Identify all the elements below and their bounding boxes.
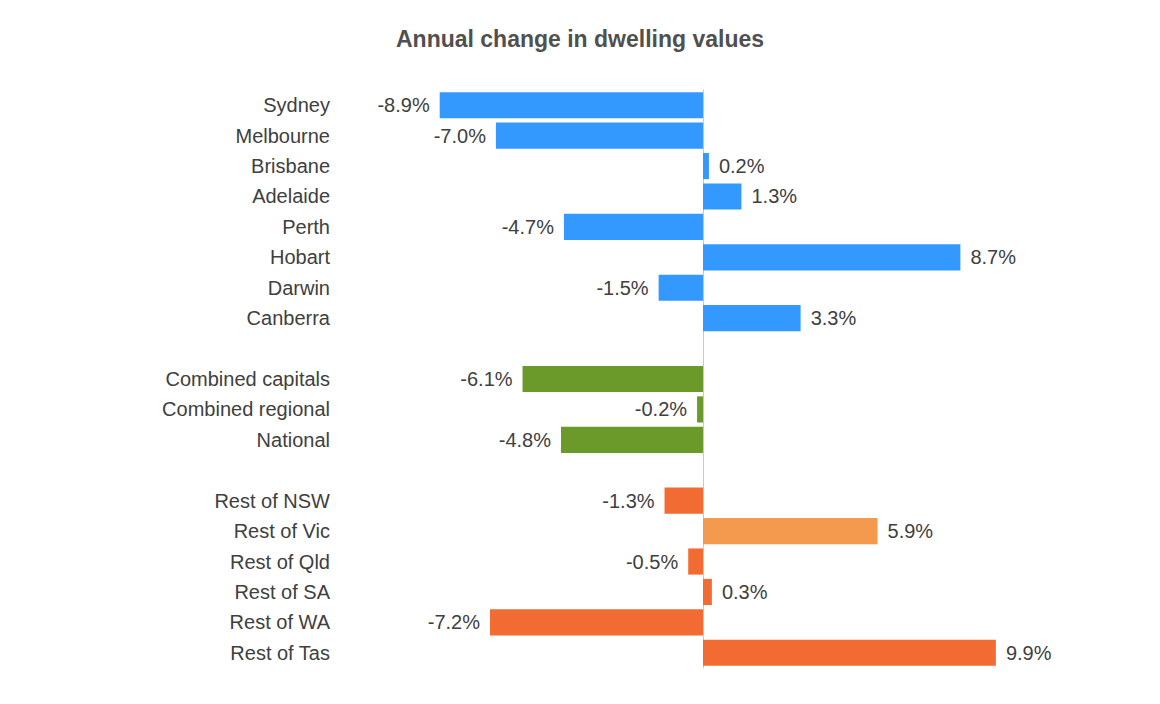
svg-text:3.3%: 3.3%: [811, 307, 857, 329]
svg-text:-4.8%: -4.8%: [499, 429, 551, 451]
svg-text:Hobart: Hobart: [270, 246, 330, 268]
svg-text:Melbourne: Melbourne: [235, 125, 330, 147]
svg-text:8.7%: 8.7%: [970, 246, 1016, 268]
svg-text:Annual change in dwelling valu: Annual change in dwelling values: [396, 26, 764, 52]
svg-text:1.3%: 1.3%: [751, 185, 797, 207]
svg-text:0.3%: 0.3%: [722, 581, 768, 603]
svg-text:-4.7%: -4.7%: [502, 216, 554, 238]
svg-text:Darwin: Darwin: [268, 277, 330, 299]
svg-text:Canberra: Canberra: [247, 307, 331, 329]
svg-text:Brisbane: Brisbane: [251, 155, 330, 177]
svg-text:9.9%: 9.9%: [1006, 642, 1052, 664]
svg-text:Sydney: Sydney: [263, 94, 330, 116]
svg-text:-6.1%: -6.1%: [460, 368, 512, 390]
svg-text:Combined capitals: Combined capitals: [165, 368, 330, 390]
svg-text:Adelaide: Adelaide: [252, 185, 330, 207]
svg-text:Rest of Tas: Rest of Tas: [230, 642, 330, 664]
svg-text:Rest of NSW: Rest of NSW: [214, 490, 330, 512]
svg-text:-8.9%: -8.9%: [377, 94, 429, 116]
svg-text:Combined regional: Combined regional: [162, 398, 330, 420]
svg-text:Rest of SA: Rest of SA: [234, 581, 330, 603]
svg-text:5.9%: 5.9%: [888, 520, 934, 542]
svg-text:-0.2%: -0.2%: [635, 398, 687, 420]
svg-text:-1.5%: -1.5%: [596, 277, 648, 299]
svg-text:-1.3%: -1.3%: [602, 490, 654, 512]
svg-text:Rest of Qld: Rest of Qld: [230, 551, 330, 573]
svg-text:Rest of Vic: Rest of Vic: [234, 520, 330, 542]
svg-text:0.2%: 0.2%: [719, 155, 765, 177]
svg-text:National: National: [257, 429, 330, 451]
svg-text:Perth: Perth: [282, 216, 330, 238]
svg-text:-7.0%: -7.0%: [434, 125, 486, 147]
svg-text:Rest of WA: Rest of WA: [230, 611, 331, 633]
svg-text:-7.2%: -7.2%: [428, 611, 480, 633]
svg-text:-0.5%: -0.5%: [626, 551, 678, 573]
